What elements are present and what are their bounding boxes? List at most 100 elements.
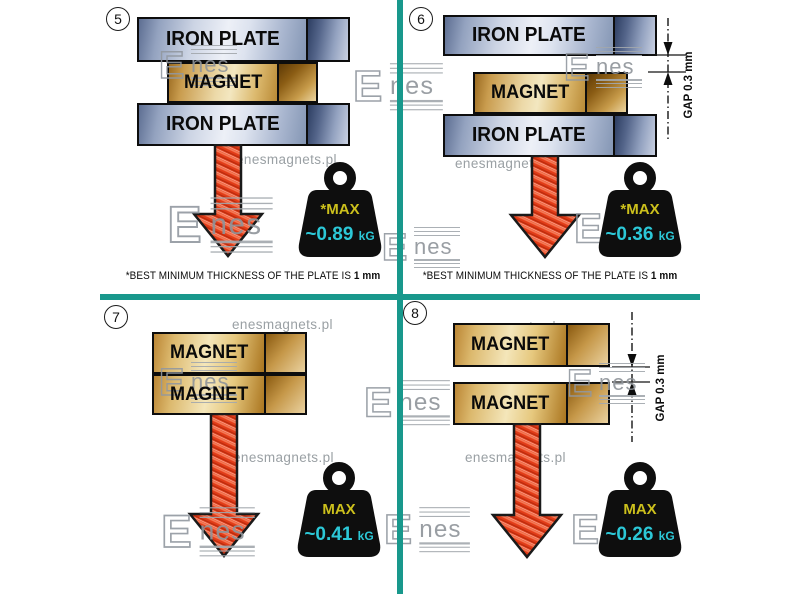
magnet-label: MAGNET bbox=[490, 82, 569, 103]
weight-icon: MAX ~0.26 kG bbox=[596, 462, 684, 559]
max-label: *MAX bbox=[320, 201, 360, 218]
magnet-block: MAGNET bbox=[453, 323, 610, 367]
unit-label: kG bbox=[658, 529, 675, 543]
svg-text:E: E bbox=[574, 205, 602, 249]
enes-logo-nes: nes bbox=[199, 515, 246, 546]
svg-text:E: E bbox=[382, 227, 407, 266]
magnet-end-cap bbox=[265, 376, 305, 413]
enes-logo-e-icon: E bbox=[363, 379, 392, 423]
watermark-site-text: enesmagnets.pl bbox=[232, 317, 333, 332]
max-force-value: ~0.89 kG bbox=[305, 224, 375, 245]
panel-number-5: 5 bbox=[106, 7, 130, 31]
iron-plate-label: IRON PLATE bbox=[472, 124, 586, 146]
enes-logo-watermark: E nes bbox=[158, 44, 237, 87]
magnet-label: MAGNET bbox=[471, 392, 550, 414]
magnet-end-cap bbox=[265, 334, 305, 372]
enes-logo-watermark: E nes bbox=[566, 362, 645, 405]
weight-icon: MAX ~0.41 kG bbox=[295, 462, 383, 559]
enes-logo-watermark: E nes bbox=[363, 379, 450, 426]
max-force-value: ~0.26 kG bbox=[605, 524, 675, 545]
enes-logo-e-icon: E bbox=[158, 44, 185, 84]
unit-label: kG bbox=[358, 229, 375, 243]
svg-text:E: E bbox=[567, 363, 592, 402]
iron-plate-end-cap bbox=[308, 105, 348, 144]
max-label: MAX bbox=[623, 501, 657, 518]
svg-text:E: E bbox=[159, 45, 184, 84]
enes-logo-nes: nes bbox=[210, 207, 263, 241]
enes-logo-nes: nes bbox=[599, 370, 638, 396]
enes-logo-watermark: E nes bbox=[158, 361, 237, 404]
footnote-plate-thickness: *BEST MINIMUM THICKNESS OF THE PLATE IS … bbox=[125, 270, 381, 282]
pull-force-arrow bbox=[187, 413, 261, 558]
iron-plate-block: IRON PLATE bbox=[137, 17, 350, 62]
weight-icon: *MAX ~0.36 kG bbox=[596, 162, 684, 259]
panel-number-6: 6 bbox=[409, 7, 433, 31]
enes-logo-e-icon: E bbox=[381, 226, 408, 266]
footnote-plate-thickness: *BEST MINIMUM THICKNESS OF THE PLATE IS … bbox=[422, 270, 678, 282]
watermark-site-text: enesmagnets.pl bbox=[233, 450, 334, 465]
pull-force-arrow bbox=[490, 423, 564, 559]
gap-size-label: GAP 0.3 mm bbox=[653, 354, 667, 422]
magnet-block: MAGNET bbox=[152, 374, 307, 415]
gap-dimension-lines bbox=[648, 18, 686, 142]
unit-label: kG bbox=[658, 229, 675, 243]
enes-logo-nes: nes bbox=[191, 369, 230, 395]
enes-logo-nes: nes bbox=[414, 234, 453, 260]
iron-plate-block: IRON PLATE bbox=[137, 103, 350, 146]
iron-plate-block: IRON PLATE bbox=[443, 114, 657, 157]
magnet-label: MAGNET bbox=[169, 383, 248, 405]
enes-logo-e-icon: E bbox=[352, 62, 383, 108]
pull-force-arrow bbox=[508, 155, 582, 259]
magnet-label: MAGNET bbox=[184, 71, 263, 93]
enes-logo-nes: nes bbox=[399, 387, 442, 416]
svg-text:E: E bbox=[353, 62, 382, 108]
enes-logo-e-icon: E bbox=[563, 46, 590, 86]
magnet-block: MAGNET bbox=[453, 382, 610, 425]
enes-logo-watermark: E nes bbox=[166, 196, 273, 254]
svg-text:E: E bbox=[364, 379, 392, 423]
max-force-value: ~0.41 kG bbox=[304, 524, 374, 545]
magnet-label: MAGNET bbox=[169, 342, 248, 363]
enes-logo-e-icon: E bbox=[566, 362, 593, 402]
horizontal-divider bbox=[100, 294, 700, 300]
panel-number-7: 7 bbox=[104, 305, 128, 329]
magnet-end-cap bbox=[568, 325, 608, 365]
svg-text:E: E bbox=[167, 196, 201, 250]
max-force-value: ~0.36 kG bbox=[605, 224, 675, 245]
unit-label: kG bbox=[357, 529, 374, 543]
weight-icon: *MAX ~0.89 kG bbox=[296, 162, 384, 259]
watermark-site-text: enesmagnets.pl bbox=[236, 152, 337, 167]
svg-text:E: E bbox=[161, 506, 191, 554]
max-label: *MAX bbox=[620, 201, 660, 218]
iron-plate-end-cap bbox=[308, 19, 348, 60]
enes-logo-watermark: E nes bbox=[563, 46, 642, 89]
enes-logo-watermark: E nes bbox=[160, 506, 255, 557]
magnet-end-cap bbox=[279, 64, 316, 101]
enes-logo-e-icon: E bbox=[160, 506, 192, 554]
enes-logo-e-icon: E bbox=[570, 506, 599, 550]
iron-plate-label: IRON PLATE bbox=[165, 28, 280, 50]
enes-logo-e-icon: E bbox=[573, 205, 602, 249]
iron-plate-block: IRON PLATE bbox=[443, 15, 657, 56]
enes-logo-e-icon: E bbox=[158, 361, 185, 401]
gap-size-label: GAP 0.3 mm bbox=[681, 51, 695, 119]
iron-plate-label: IRON PLATE bbox=[472, 24, 586, 46]
pull-force-arrow bbox=[191, 144, 265, 258]
iron-plate-end-cap bbox=[615, 116, 655, 155]
enes-logo-e-icon: E bbox=[166, 196, 202, 250]
svg-text:E: E bbox=[571, 506, 599, 550]
enes-logo-nes: nes bbox=[191, 52, 230, 78]
panel-number-8: 8 bbox=[403, 301, 427, 325]
enes-logo-watermark: E nes bbox=[381, 226, 460, 269]
watermark-site-text: enesmagnets.pl bbox=[455, 156, 556, 171]
max-label: MAX bbox=[322, 501, 356, 518]
magnet-block: MAGNET bbox=[152, 332, 307, 374]
enes-logo-nes: nes bbox=[419, 514, 462, 543]
enes-logo-nes: nes bbox=[596, 54, 635, 80]
magnet-label: MAGNET bbox=[471, 334, 550, 355]
svg-text:E: E bbox=[159, 362, 184, 401]
iron-plate-label: IRON PLATE bbox=[165, 113, 280, 135]
magnet-block: MAGNET bbox=[167, 62, 318, 103]
svg-text:E: E bbox=[564, 47, 589, 86]
